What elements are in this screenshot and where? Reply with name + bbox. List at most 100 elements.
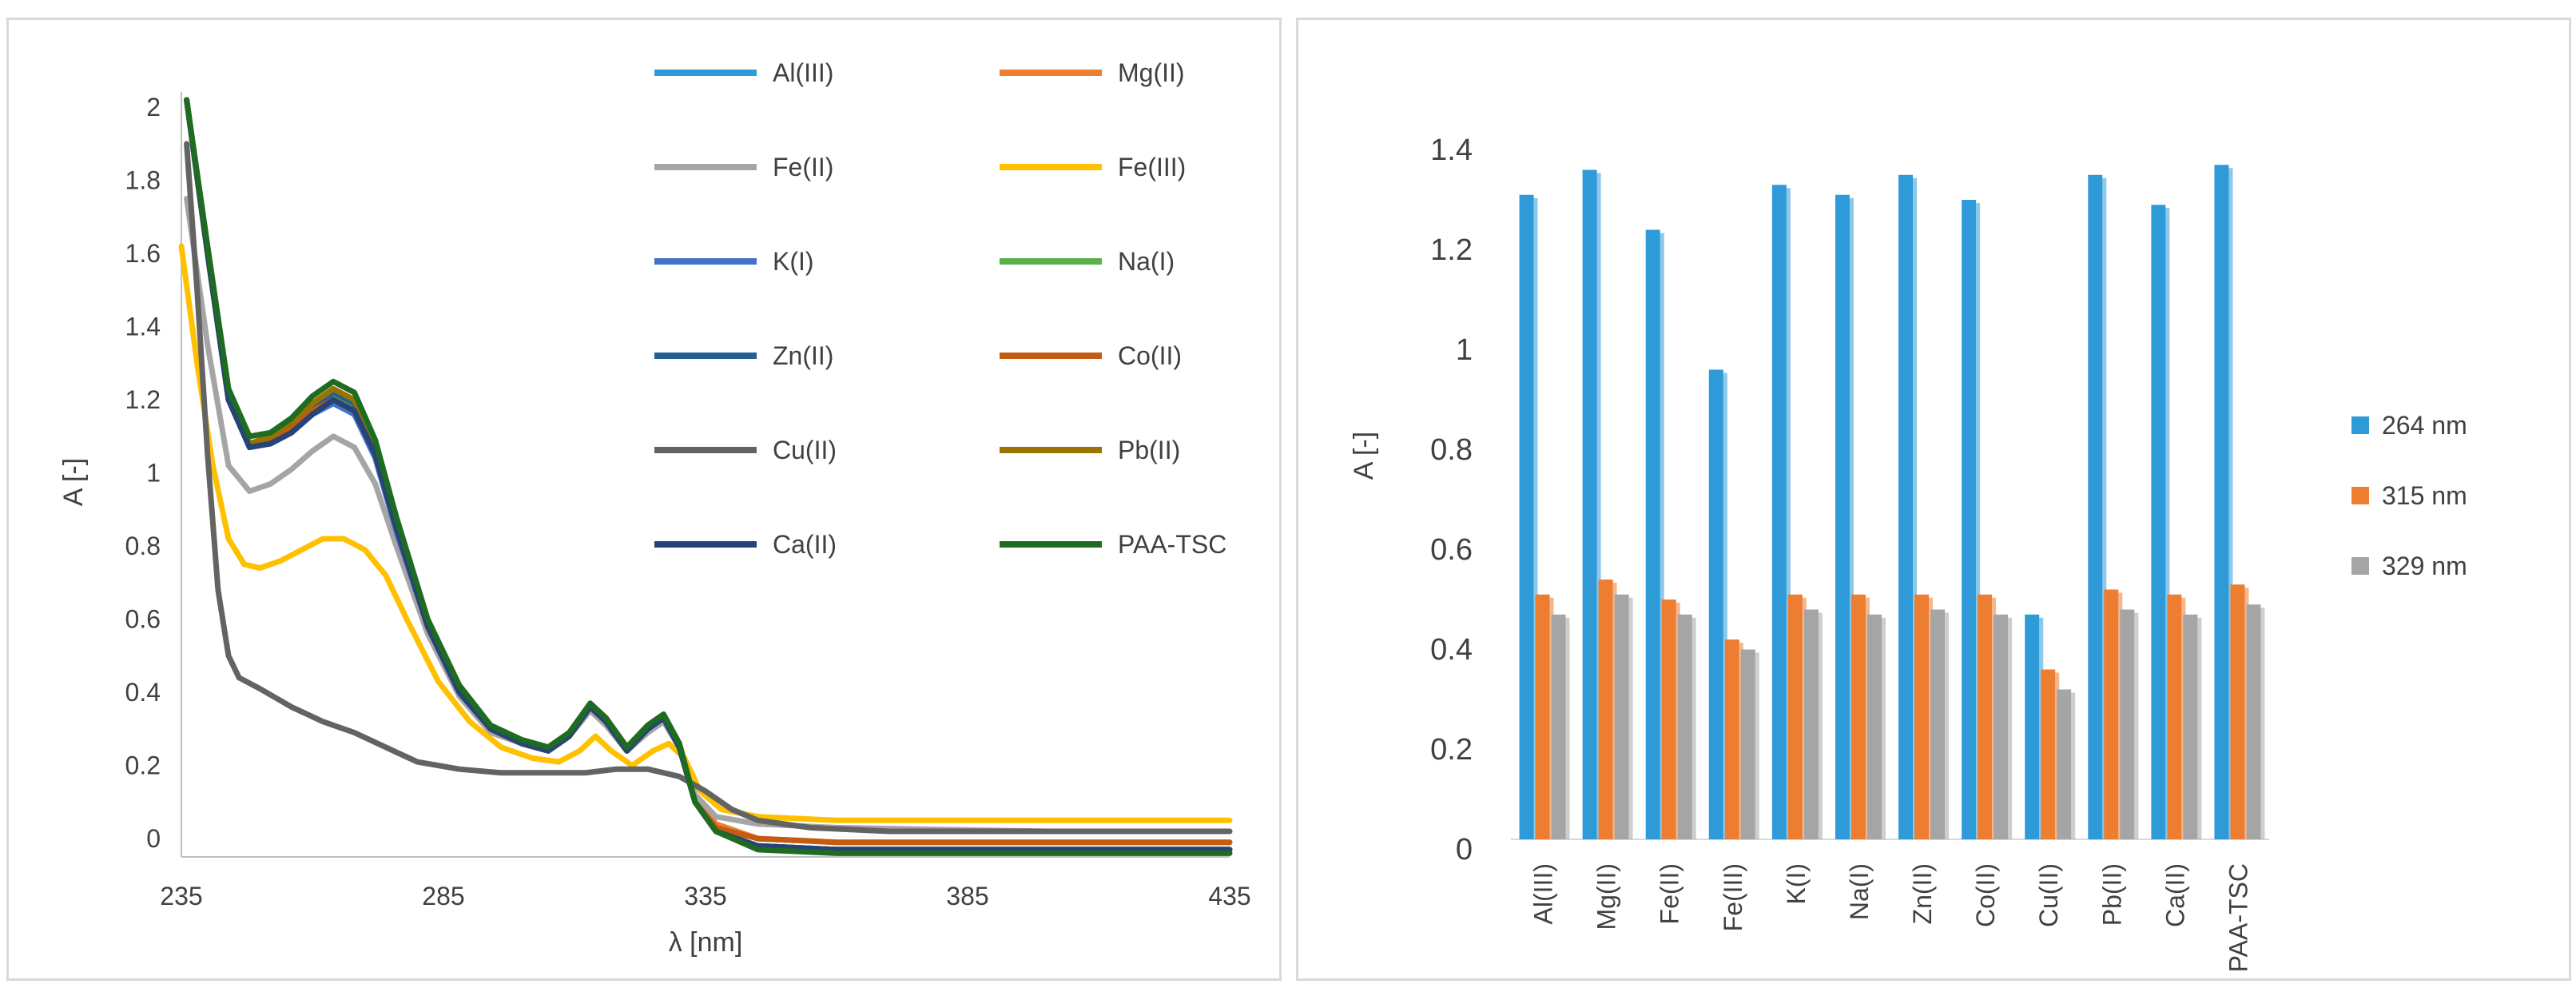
bar-264 nm-side (2165, 208, 2170, 839)
y-tick-label: 0.8 (1430, 433, 1473, 467)
bar-264 nm-side (1660, 233, 1664, 839)
bar-chart-panel: 0 0.2 0.4 0.6 0.8 1 1.2 1.4 A [-] Al(III) Mg(II) Fe… (1296, 18, 2571, 981)
bar-264 nm-Al(III) (1519, 194, 1534, 839)
bar-264 nm-side (2102, 177, 2107, 839)
x-tick-label: Ca(II) (2161, 863, 2189, 927)
legend-label: Al(III) (773, 58, 833, 87)
spectra-chart: 0 0.2 0.4 0.6 0.8 1 1.2 1.4 1.6 1.8 2 235 285 335 385 4… (58, 58, 1251, 958)
x-tick-label: 385 (946, 882, 988, 910)
series-line-Al(III) (184, 97, 1233, 853)
legend-label: 315 nm (2382, 481, 2467, 510)
bar-264 nm-Pb(II) (2088, 174, 2103, 839)
bar-264 nm-Co(II) (1962, 200, 1977, 839)
bar-264 nm-K(I) (1771, 185, 1787, 839)
bar-329 nm-side (1818, 612, 1823, 839)
bar-329 nm-Fe(III) (1740, 649, 1755, 839)
y-tick-label: 0.2 (125, 751, 161, 780)
bar-329 nm-Ca(II) (2183, 614, 2198, 839)
bar-264 nm-side (1913, 177, 1918, 839)
y-tick-label: 1.2 (1430, 233, 1473, 267)
legend-label: 264 nm (2382, 411, 2467, 440)
bar-315 nm-Pb(II) (2104, 589, 2119, 839)
bar-264 nm-Cu(II) (2025, 614, 2040, 839)
bar-264 nm-side (1786, 188, 1791, 839)
bar-264 nm-Fe(III) (1708, 369, 1723, 839)
y-tick-label: 0.4 (125, 678, 161, 707)
bar-315 nm-Fe(III) (1724, 639, 1739, 839)
bar-329 nm-side (1565, 617, 1570, 839)
y-axis-title: A [-] (1349, 432, 1379, 480)
bar-329 nm-PAA-TSC (2246, 604, 2261, 839)
y-tick-label: 1.8 (125, 166, 161, 195)
series-line-Zn(II) (184, 97, 1233, 853)
legend-label: Zn(II) (773, 341, 833, 370)
bar-315 nm-Cu(II) (2041, 669, 2056, 839)
bar-329 nm-side (1881, 617, 1886, 839)
bar-264 nm-Na(I) (1835, 194, 1850, 839)
bar-315 nm-PAA-TSC (2230, 584, 2245, 839)
bar-329 nm-Na(I) (1866, 614, 1882, 839)
bar-264 nm-side (2228, 168, 2233, 839)
x-tick-label: 235 (160, 882, 202, 910)
legend-label: Fe(III) (1118, 153, 1186, 181)
bar-264 nm-PAA-TSC (2214, 165, 2229, 839)
series-line-PAA-TSC (184, 97, 1233, 856)
x-tick-label: 335 (684, 882, 726, 910)
series-line-Pb(II) (184, 97, 1233, 853)
bar-264 nm-side (1596, 173, 1601, 839)
x-tick-label: Mg(II) (1592, 863, 1621, 930)
bar-315 nm-Co(II) (1978, 594, 1993, 839)
bar-329 nm-K(I) (1803, 609, 1819, 839)
bar-315 nm-Ca(II) (2167, 594, 2182, 839)
bar-329 nm-side (2197, 617, 2202, 839)
x-tick-label: 285 (422, 882, 464, 910)
legend-label: Cu(II) (773, 436, 837, 464)
legend-swatch (2351, 557, 2369, 575)
bar-264 nm-side (1976, 203, 1981, 839)
bar-chart: 0 0.2 0.4 0.6 0.8 1 1.2 1.4 A [-] Al(III) Mg(II) Fe… (1349, 133, 2467, 972)
bar-264 nm-side (1533, 197, 1538, 839)
x-tick-label: 435 (1208, 882, 1250, 910)
bar-315 nm-Mg(II) (1598, 580, 1613, 839)
bar-315 nm-Al(III) (1535, 594, 1550, 839)
bar-329 nm-Fe(II) (1677, 614, 1692, 839)
bar-264 nm-Mg(II) (1582, 169, 1597, 839)
y-tick-label: 0 (146, 824, 161, 853)
x-tick-label: Zn(II) (1908, 863, 1937, 924)
y-tick-label: 0.6 (125, 605, 161, 634)
legend-swatch (2351, 487, 2369, 504)
bar-329 nm-Pb(II) (2120, 609, 2135, 839)
x-tick-label: Fe(II) (1656, 863, 1684, 924)
series-line-K(I) (184, 97, 1233, 853)
series-line-Ca(II) (184, 97, 1233, 853)
y-tick-label: 0.4 (1430, 633, 1473, 667)
bar-329 nm-Mg(II) (1614, 594, 1629, 839)
y-tick-label: 1.6 (125, 239, 161, 268)
bar-329 nm-Co(II) (1994, 614, 2009, 839)
bar-329 nm-side (1755, 652, 1759, 839)
legend-swatch (2351, 416, 2369, 434)
bar-329 nm-side (1945, 612, 1950, 839)
x-tick-label: Pb(II) (2097, 863, 2126, 926)
legend-label: Na(I) (1118, 247, 1175, 276)
bar-315 nm-Fe(II) (1661, 600, 1676, 839)
bar-329 nm-side (1628, 597, 1633, 839)
legend-label: Pb(II) (1118, 436, 1180, 464)
legend-label: PAA-TSC (1118, 530, 1226, 559)
bar-264 nm-Zn(II) (1898, 174, 1914, 839)
bar-329 nm-side (2134, 612, 2139, 839)
bar-329 nm-side (2071, 692, 2076, 839)
y-tick-label: 0.8 (125, 532, 161, 560)
x-tick-label: PAA-TSC (2224, 863, 2252, 972)
x-tick-label: Co(II) (1971, 863, 2000, 927)
legend-label: K(I) (773, 247, 814, 276)
bar-315 nm-Na(I) (1851, 594, 1866, 839)
x-tick-label: K(I) (1782, 863, 1811, 905)
series-line-Fe(III) (178, 243, 1233, 823)
series-line-Na(I) (184, 97, 1233, 853)
bar-329 nm-Al(III) (1551, 614, 1566, 839)
bar-329 nm-side (2260, 608, 2265, 839)
bar-329 nm-side (2008, 617, 2013, 839)
y-tick-label: 0 (1456, 833, 1473, 867)
y-tick-label: 1 (1456, 333, 1473, 367)
